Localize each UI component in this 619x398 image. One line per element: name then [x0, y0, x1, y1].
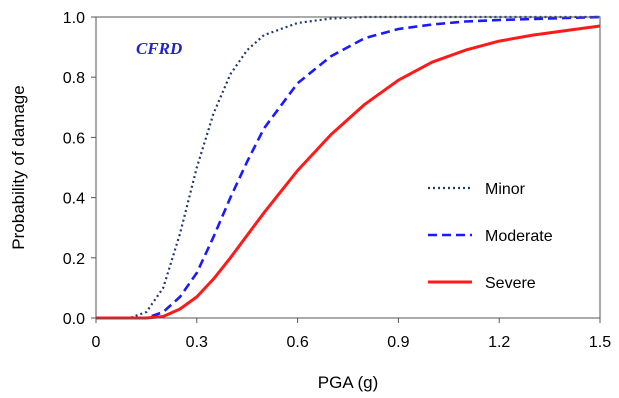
legend: Minor Moderate Severe [428, 181, 553, 292]
x-axis-title: PGA (g) [318, 373, 378, 392]
axes: 0 0.3 0.6 0.9 1.2 1.5 0.0 0.2 0.4 0.6 0.8 1.0 [63, 10, 611, 351]
legend-label-severe: Severe [485, 275, 536, 292]
x-tick-label: 0 [92, 334, 101, 351]
x-tick-label: 0.9 [387, 334, 409, 351]
y-tick-label: 0.4 [63, 191, 85, 208]
y-tick-label: 0.0 [63, 311, 85, 328]
x-tick-label: 1.5 [589, 334, 611, 351]
series-line-severe [96, 24, 601, 320]
plot-frame [95, 16, 601, 319]
y-tick-label: 0.8 [63, 70, 85, 87]
legend-label-minor: Minor [485, 181, 526, 198]
y-tick-label: 0.2 [63, 251, 85, 268]
legend-label-moderate: Moderate [485, 228, 553, 245]
series-line-moderate [96, 15, 601, 320]
y-axis-title: Probability of damage [9, 85, 28, 249]
y-tick-label: 0.6 [63, 130, 85, 147]
x-tick-label: 0.6 [286, 334, 308, 351]
chart-annotation: CFRD [136, 39, 182, 58]
x-tick-label: 0.3 [186, 334, 208, 351]
y-tick-label: 1.0 [63, 10, 85, 27]
x-tick-label: 1.2 [488, 334, 510, 351]
plot-area [96, 15, 601, 320]
series-line-minor [96, 15, 600, 320]
